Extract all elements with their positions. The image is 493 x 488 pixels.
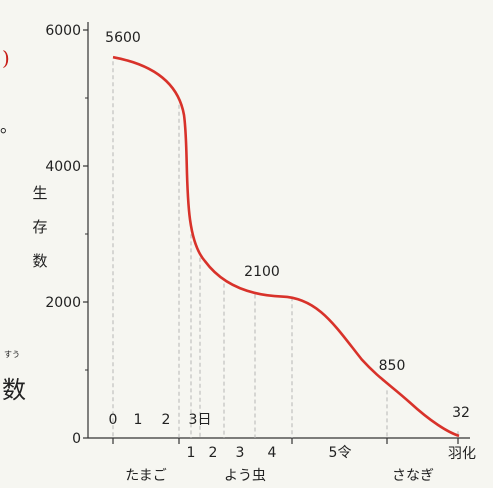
data-label: 5600 — [105, 30, 141, 46]
survival-curve — [112, 55, 460, 438]
guide-lines — [112, 61, 459, 438]
data-label: 850 — [379, 358, 406, 374]
data-label: 2100 — [244, 264, 280, 280]
instar-label: 5令 — [329, 445, 352, 461]
stage-label: 羽化 — [448, 446, 476, 462]
day-label: 0 — [109, 412, 118, 428]
day-label: 1 — [134, 412, 143, 428]
y-axis-label-char: 存 — [32, 218, 47, 236]
day-label: 2 — [162, 412, 171, 428]
instar-label: 1 — [187, 445, 196, 461]
y-tick-label: 2000 — [45, 295, 81, 311]
data-label: 32 — [452, 405, 470, 421]
period-fragment: 。 — [0, 117, 17, 137]
y-axis-label-char: 数 — [32, 252, 47, 270]
y-axis-label-char: 生 — [32, 184, 47, 202]
y-tick-label: 4000 — [45, 159, 81, 175]
instar-label: 3 — [236, 445, 245, 461]
y-tick-label: 6000 — [45, 23, 81, 39]
stage-label: たまご — [125, 468, 167, 484]
kanji-fragment: 数 — [2, 376, 26, 404]
instar-label: 2 — [209, 445, 218, 461]
day-label: 3日 — [189, 412, 212, 428]
instar-label: 4 — [268, 445, 277, 461]
stage-label: さなぎ — [392, 468, 434, 484]
ruby-fragment: すう — [4, 350, 20, 359]
axes: 0 2000 4000 6000 生存数 — [32, 22, 470, 447]
y-tick-label: 0 — [72, 431, 81, 447]
paren-fragment: ) — [2, 46, 10, 70]
stage-label: よう虫 — [224, 468, 266, 484]
